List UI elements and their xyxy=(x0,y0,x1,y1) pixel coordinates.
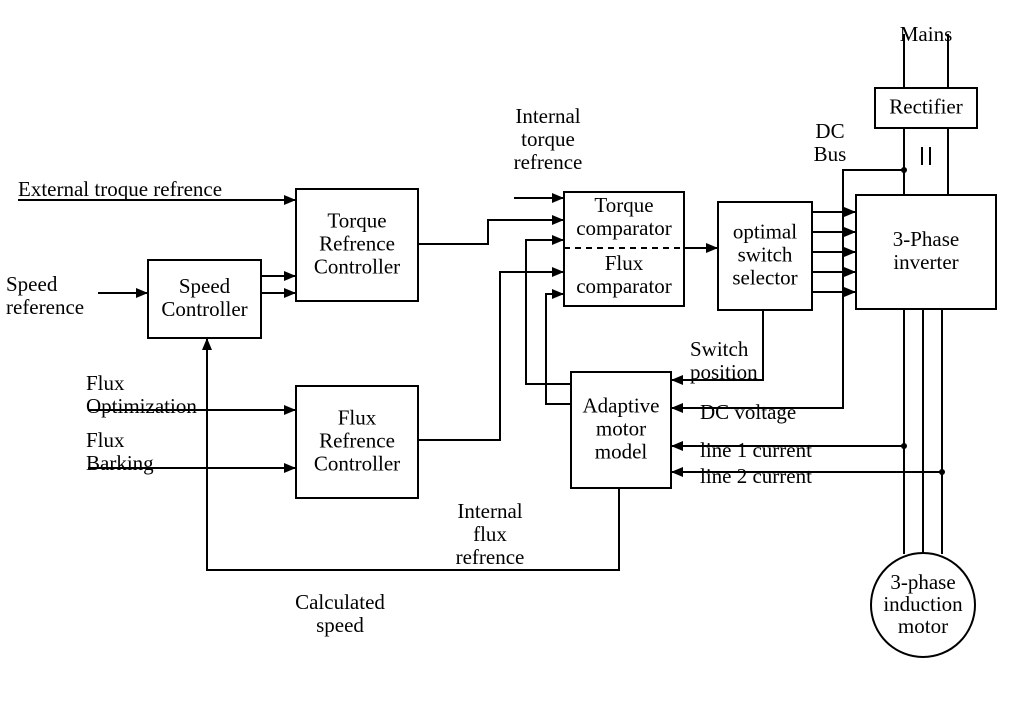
label-text: Controller xyxy=(161,297,247,321)
label-text: inverter xyxy=(893,250,958,274)
label-text: Bus xyxy=(814,142,847,166)
arrowhead xyxy=(671,403,683,413)
arrowhead xyxy=(844,287,856,297)
label-text: comparator xyxy=(576,216,672,240)
label-text: 3-Phase xyxy=(893,227,960,251)
label-text: Controller xyxy=(314,255,400,279)
arrowhead xyxy=(284,195,296,205)
arrowhead xyxy=(844,227,856,237)
label-text: switch xyxy=(738,243,793,267)
label-text: Internal xyxy=(515,104,580,128)
junction-dot xyxy=(939,469,945,475)
arrowhead xyxy=(284,288,296,298)
label-text: motor xyxy=(596,417,646,441)
label-text: Refrence xyxy=(319,429,395,453)
label-text: model xyxy=(595,440,648,464)
label-text: speed xyxy=(316,613,364,637)
label-text: flux xyxy=(473,522,507,546)
label-text: Flux xyxy=(605,251,644,275)
label-text: 3-phase xyxy=(890,570,955,594)
junction-dot xyxy=(901,443,907,449)
label-text: Adaptive xyxy=(583,394,660,418)
label-text: Flux xyxy=(86,371,125,395)
connector-fluxRef2Comp xyxy=(418,272,564,440)
label-text: DC xyxy=(815,119,844,143)
arrowhead xyxy=(671,441,683,451)
label-text: Switch xyxy=(690,337,749,361)
label-text: Optimization xyxy=(86,394,197,418)
label-text: line 2 current xyxy=(700,464,812,488)
label-text: Calculated xyxy=(295,590,385,614)
arrowhead xyxy=(552,267,564,277)
label-text: motor xyxy=(898,614,948,638)
arrowhead xyxy=(844,267,856,277)
label-text: Controller xyxy=(314,452,400,476)
label-text: Rectifier xyxy=(889,95,962,119)
label-text: refrence xyxy=(514,150,583,174)
label-text: Internal xyxy=(457,499,522,523)
arrowhead xyxy=(844,207,856,217)
label-text: Refrence xyxy=(319,232,395,256)
arrowhead xyxy=(202,338,212,350)
label-text: Flux xyxy=(86,428,125,452)
label-text: Mains xyxy=(900,22,953,46)
label-text: torque xyxy=(521,127,575,151)
label-text: Torque xyxy=(327,209,386,233)
arrowhead xyxy=(671,375,683,385)
label-text: refrence xyxy=(456,545,525,569)
arrowhead xyxy=(552,289,564,299)
label-text: Torque xyxy=(594,193,653,217)
label-text: Flux xyxy=(338,406,377,430)
label-text: Speed xyxy=(179,274,231,298)
label-text: selector xyxy=(732,266,797,290)
arrowhead xyxy=(552,235,564,245)
label-text: DC voltage xyxy=(700,400,796,424)
label-text: induction xyxy=(883,592,963,616)
arrowhead xyxy=(284,405,296,415)
arrowhead xyxy=(284,463,296,473)
arrowhead xyxy=(844,247,856,257)
label-text: comparator xyxy=(576,274,672,298)
arrowhead xyxy=(284,271,296,281)
connector-amm2Flux xyxy=(546,294,571,404)
label-text: External troque refrence xyxy=(18,177,222,201)
label-text: Speed xyxy=(6,272,58,296)
label-text: Barking xyxy=(86,451,154,475)
arrowhead xyxy=(552,215,564,225)
arrowhead xyxy=(671,467,683,477)
arrowhead xyxy=(552,193,564,203)
label-text: reference xyxy=(6,295,84,319)
arrowhead xyxy=(706,243,718,253)
label-text: line 1 current xyxy=(700,438,812,462)
junction-dot xyxy=(901,167,907,173)
arrowhead xyxy=(136,288,148,298)
label-text: optimal xyxy=(733,220,797,244)
